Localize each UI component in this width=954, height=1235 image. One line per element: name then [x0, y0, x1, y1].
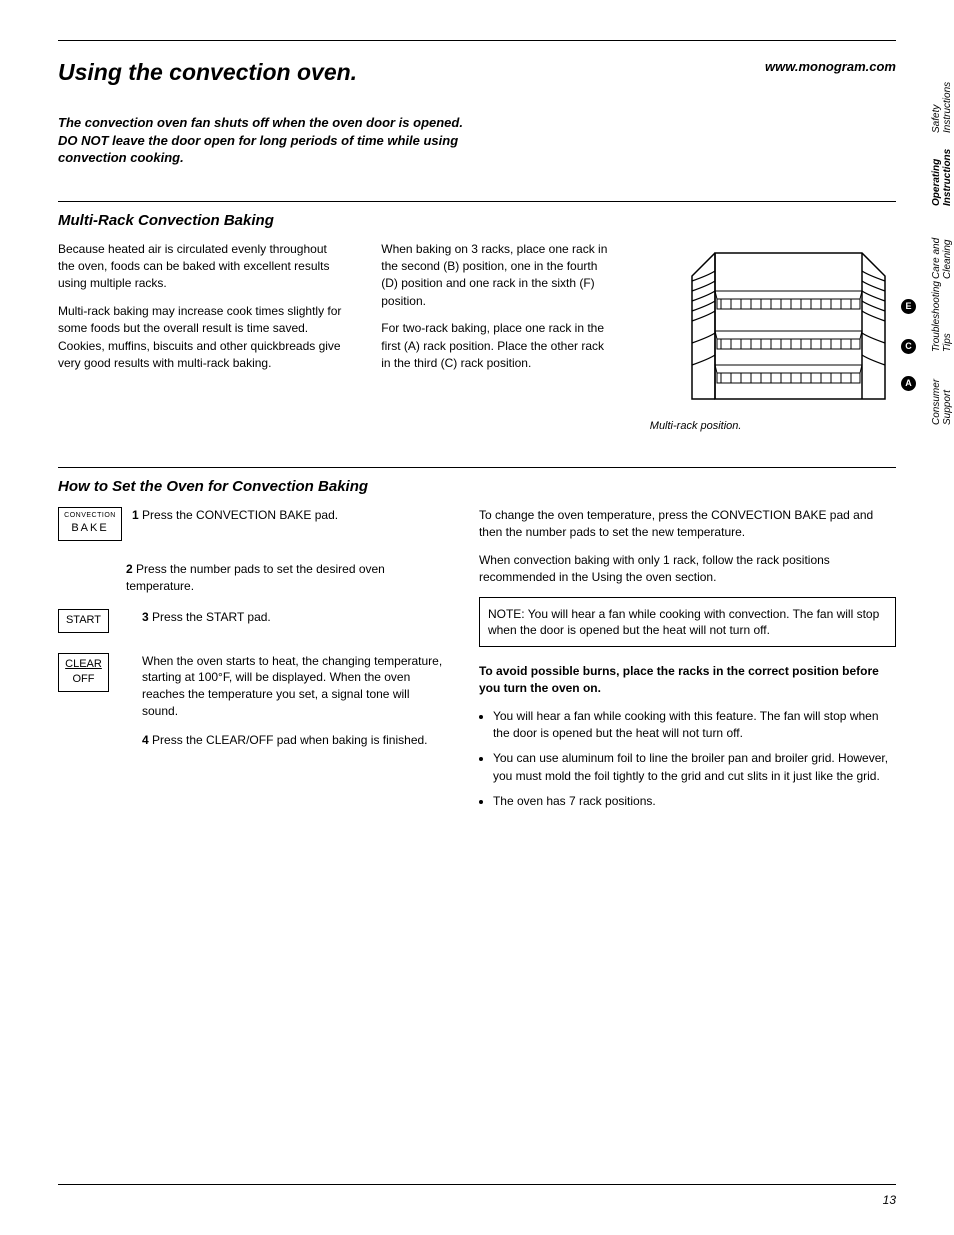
page-header: Using the convection oven. The convectio… [58, 59, 896, 167]
page-number-bottom: 13 [883, 1193, 896, 1207]
tips-heading: To avoid possible burns, place the racks… [479, 663, 896, 698]
conv-bake-right: To change the oven temperature, press th… [479, 507, 896, 821]
pad-line1: CONVECTION [61, 511, 119, 521]
tip-1: You will hear a fan while cooking with t… [493, 708, 896, 743]
mr-left-p1: Because heated air is circulated evenly … [58, 241, 345, 293]
pad-line1: CLEAR [61, 657, 106, 673]
cb-right-p1: To change the oven temperature, press th… [479, 507, 896, 542]
multi-rack-col-mid: When baking on 3 racks, place one rack i… [381, 241, 614, 433]
oven-caption: Multi-rack position. [650, 419, 896, 433]
conv-bake-heading: How to Set the Oven for Convection Bakin… [58, 478, 896, 495]
tip-3: The oven has 7 rack positions. [493, 793, 896, 810]
page: Safety Instructions Operating Instructio… [0, 0, 954, 1235]
step-3-contd: When the oven starts to heat, the changi… [142, 653, 443, 720]
tip-2: You can use aluminum foil to line the br… [493, 750, 896, 785]
step-1: CONVECTION BAKE 1 Press the CONVECTION B… [58, 507, 443, 541]
mr-right-p2: For two-rack baking, place one rack in t… [381, 320, 614, 372]
step-text: Press the number pads to set the desired… [126, 562, 385, 593]
oven-rack [715, 291, 862, 383]
conv-bake-body: CONVECTION BAKE 1 Press the CONVECTION B… [58, 507, 896, 821]
tab-operating: Operating Instructions [930, 133, 954, 206]
section-rule-1 [58, 201, 896, 202]
conv-bake-left: CONVECTION BAKE 1 Press the CONVECTION B… [58, 507, 443, 821]
convection-bake-pad[interactable]: CONVECTION BAKE [58, 507, 122, 541]
note-box: NOTE: You will hear a fan while cooking … [479, 597, 896, 647]
multi-rack-figure-col: E C A Multi-rack position. [650, 241, 896, 433]
step-number: 2 [126, 562, 133, 576]
intro-blurb: The convection oven fan shuts off when t… [58, 114, 478, 167]
oven-illustration [691, 241, 886, 406]
site-link[interactable]: www.monogram.com [765, 59, 896, 74]
multi-rack-col-left: Because heated air is circulated evenly … [58, 241, 345, 433]
step-number: 1 [132, 508, 139, 522]
start-pad[interactable]: START [58, 609, 109, 633]
clear-off-pad[interactable]: CLEAR OFF [58, 653, 109, 693]
sidebar-tabs: Safety Instructions Operating Instructio… [930, 60, 954, 425]
oven-label-e: E [901, 299, 916, 314]
pad-line1: START [61, 613, 106, 629]
tab-care: Care and Cleaning [930, 206, 954, 279]
step-text: Press the CONVECTION BAKE pad. [142, 508, 338, 522]
step-text: Press the CLEAR/OFF pad when baking is f… [152, 733, 427, 747]
tab-consumer: Consumer Support [930, 352, 954, 425]
pad-line2: OFF [61, 672, 106, 688]
top-rule [58, 40, 896, 41]
pad-line2: BAKE [61, 521, 119, 537]
step-number: 4 [142, 733, 149, 747]
step-2: 2 Press the number pads to set the desir… [58, 561, 443, 595]
step-3: START 3 Press the START pad. [58, 609, 443, 633]
cb-right-p2: When convection baking with only 1 rack,… [479, 552, 896, 587]
bottom-rule [58, 1184, 896, 1185]
oven-figure: E C A [691, 241, 896, 411]
step-4: CLEAR OFF When the oven starts to heat, … [58, 653, 443, 749]
section-rule-2 [58, 467, 896, 468]
oven-label-a: A [901, 376, 916, 391]
mr-right-p1: When baking on 3 racks, place one rack i… [381, 241, 614, 311]
tab-safety: Safety Instructions [930, 60, 954, 133]
mr-left-p2: Multi-rack baking may increase cook time… [58, 303, 345, 373]
tips-list: You will hear a fan while cooking with t… [493, 708, 896, 811]
multi-rack-body: Because heated air is circulated evenly … [58, 241, 896, 433]
page-title: Using the convection oven. [58, 59, 745, 86]
oven-label-c: C [901, 339, 916, 354]
step-number: 3 [142, 610, 149, 624]
step-text: Press the START pad. [152, 610, 271, 624]
tab-troubleshooting: Troubleshooting Tips [930, 279, 954, 352]
multi-rack-heading: Multi-Rack Convection Baking [58, 212, 896, 229]
